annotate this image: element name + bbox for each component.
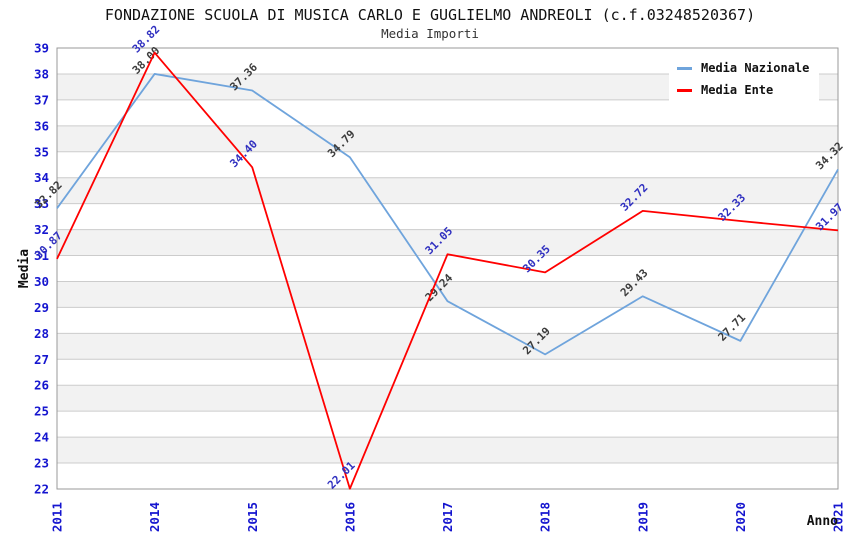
- plot-band: [57, 385, 838, 412]
- plot-band: [57, 125, 838, 152]
- y-tick-label: 39: [34, 41, 49, 56]
- media-ente-swatch-icon: [677, 88, 692, 92]
- media-ente-line: [56, 51, 839, 490]
- chart-title: FONDAZIONE SCUOLA DI MUSICA CARLO E GUGL…: [104, 6, 756, 24]
- y-tick-label: 33: [34, 196, 49, 211]
- x-tick-label: 2021: [831, 502, 846, 532]
- y-tick-label: 37: [34, 92, 49, 107]
- x-tick-label: 2011: [50, 502, 65, 532]
- media-nazionale-line: [56, 73, 839, 356]
- y-tick-label: 27: [34, 352, 49, 367]
- y-tick-label: 24: [34, 430, 49, 445]
- y-tick-label: 38: [34, 66, 49, 81]
- x-tick-label: 2016: [342, 502, 357, 532]
- x-tick-label: 2017: [440, 502, 455, 532]
- y-tick-label: 25: [34, 404, 49, 419]
- plot-band: [57, 281, 838, 308]
- legend: Media Nazionale Media Ente: [669, 57, 819, 101]
- x-tick-label: 2020: [733, 502, 748, 532]
- y-axis-title: Media: [17, 249, 32, 288]
- plot-band: [57, 437, 838, 464]
- y-tick-label: 28: [34, 326, 49, 341]
- x-axis-title: Anno: [807, 514, 838, 529]
- y-tick-label: 36: [34, 118, 49, 133]
- y-tick-label: 29: [34, 300, 49, 315]
- x-tick-label: 2015: [245, 502, 260, 532]
- y-tick-label: 31: [34, 248, 49, 263]
- y-tick-label: 30: [34, 274, 49, 289]
- x-tick-label: 2014: [147, 502, 162, 532]
- legend-label: Media Ente: [701, 83, 774, 97]
- legend-label: Media Nazionale: [701, 61, 810, 75]
- legend-item-media-nazionale: Media Nazionale: [669, 59, 819, 77]
- plot-band: [57, 229, 838, 256]
- y-tick-label: 34: [34, 170, 49, 185]
- plot-band: [57, 177, 838, 204]
- x-tick-label: 2019: [635, 502, 650, 532]
- y-tick-label: 23: [34, 456, 49, 471]
- chart-subtitle: Media Importi: [381, 26, 479, 41]
- y-tick-label: 26: [34, 378, 49, 393]
- plot-border: [56, 47, 839, 490]
- x-tick-label: 2018: [538, 502, 553, 532]
- media-nazionale-swatch-icon: [677, 66, 692, 70]
- legend-item-media-ente: Media Ente: [669, 81, 819, 99]
- plot-band: [57, 333, 838, 360]
- y-tick-label: 32: [34, 222, 49, 237]
- y-tick-label: 22: [34, 482, 49, 497]
- y-tick-label: 35: [34, 144, 49, 159]
